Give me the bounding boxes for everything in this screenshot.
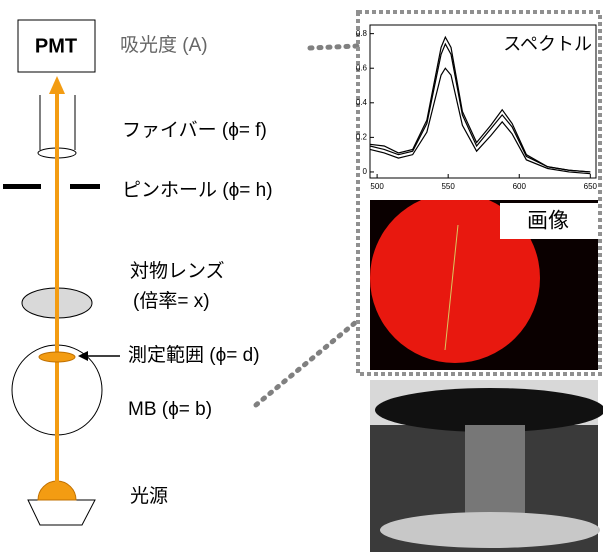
pmt-label: PMT	[35, 35, 77, 57]
y-tick-label: 0	[363, 167, 368, 176]
diagram: PMT 吸光度 (A) ファイバー (ϕ= f) ピンホール (ϕ= h) 対物…	[0, 0, 603, 554]
spectrum-chart: 0 0.2 0.4 0.6 0.8 500 550 600 650 スペクトル	[356, 25, 598, 191]
absorbance-label: 吸光度 (A)	[120, 34, 208, 56]
photo-objective	[465, 425, 525, 520]
light-source-label: 光源	[130, 485, 168, 507]
measurement-area	[39, 352, 75, 362]
x-tick-label: 600	[513, 182, 527, 191]
pinhole-label: ピンホール (ϕ= h)	[122, 180, 273, 201]
photo-plate	[380, 512, 600, 548]
beam-arrowhead	[49, 76, 65, 94]
x-tick-label: 500	[370, 182, 384, 191]
y-tick-label: 0.8	[356, 29, 368, 38]
y-tick-label: 0.6	[356, 63, 368, 72]
connector	[256, 322, 356, 405]
measurement-label: 測定範囲 (ϕ= d)	[128, 344, 260, 366]
fiber-label: ファイバー (ϕ= f)	[122, 120, 267, 141]
chart-title: スペクトル	[503, 34, 592, 54]
mb-label: MB (ϕ= b)	[128, 399, 212, 420]
x-tick-label: 650	[584, 182, 598, 191]
light-base	[28, 500, 95, 525]
connector	[310, 46, 358, 48]
pinhole	[3, 184, 41, 189]
image-label: 画像	[527, 210, 569, 233]
objective-label: 対物レンズ	[130, 260, 225, 282]
pinhole	[70, 184, 100, 189]
y-tick-label: 0.2	[356, 132, 368, 141]
x-tick-label: 550	[441, 182, 455, 191]
magnification-label: (倍率= x)	[133, 290, 210, 312]
y-tick-label: 0.4	[356, 98, 368, 107]
